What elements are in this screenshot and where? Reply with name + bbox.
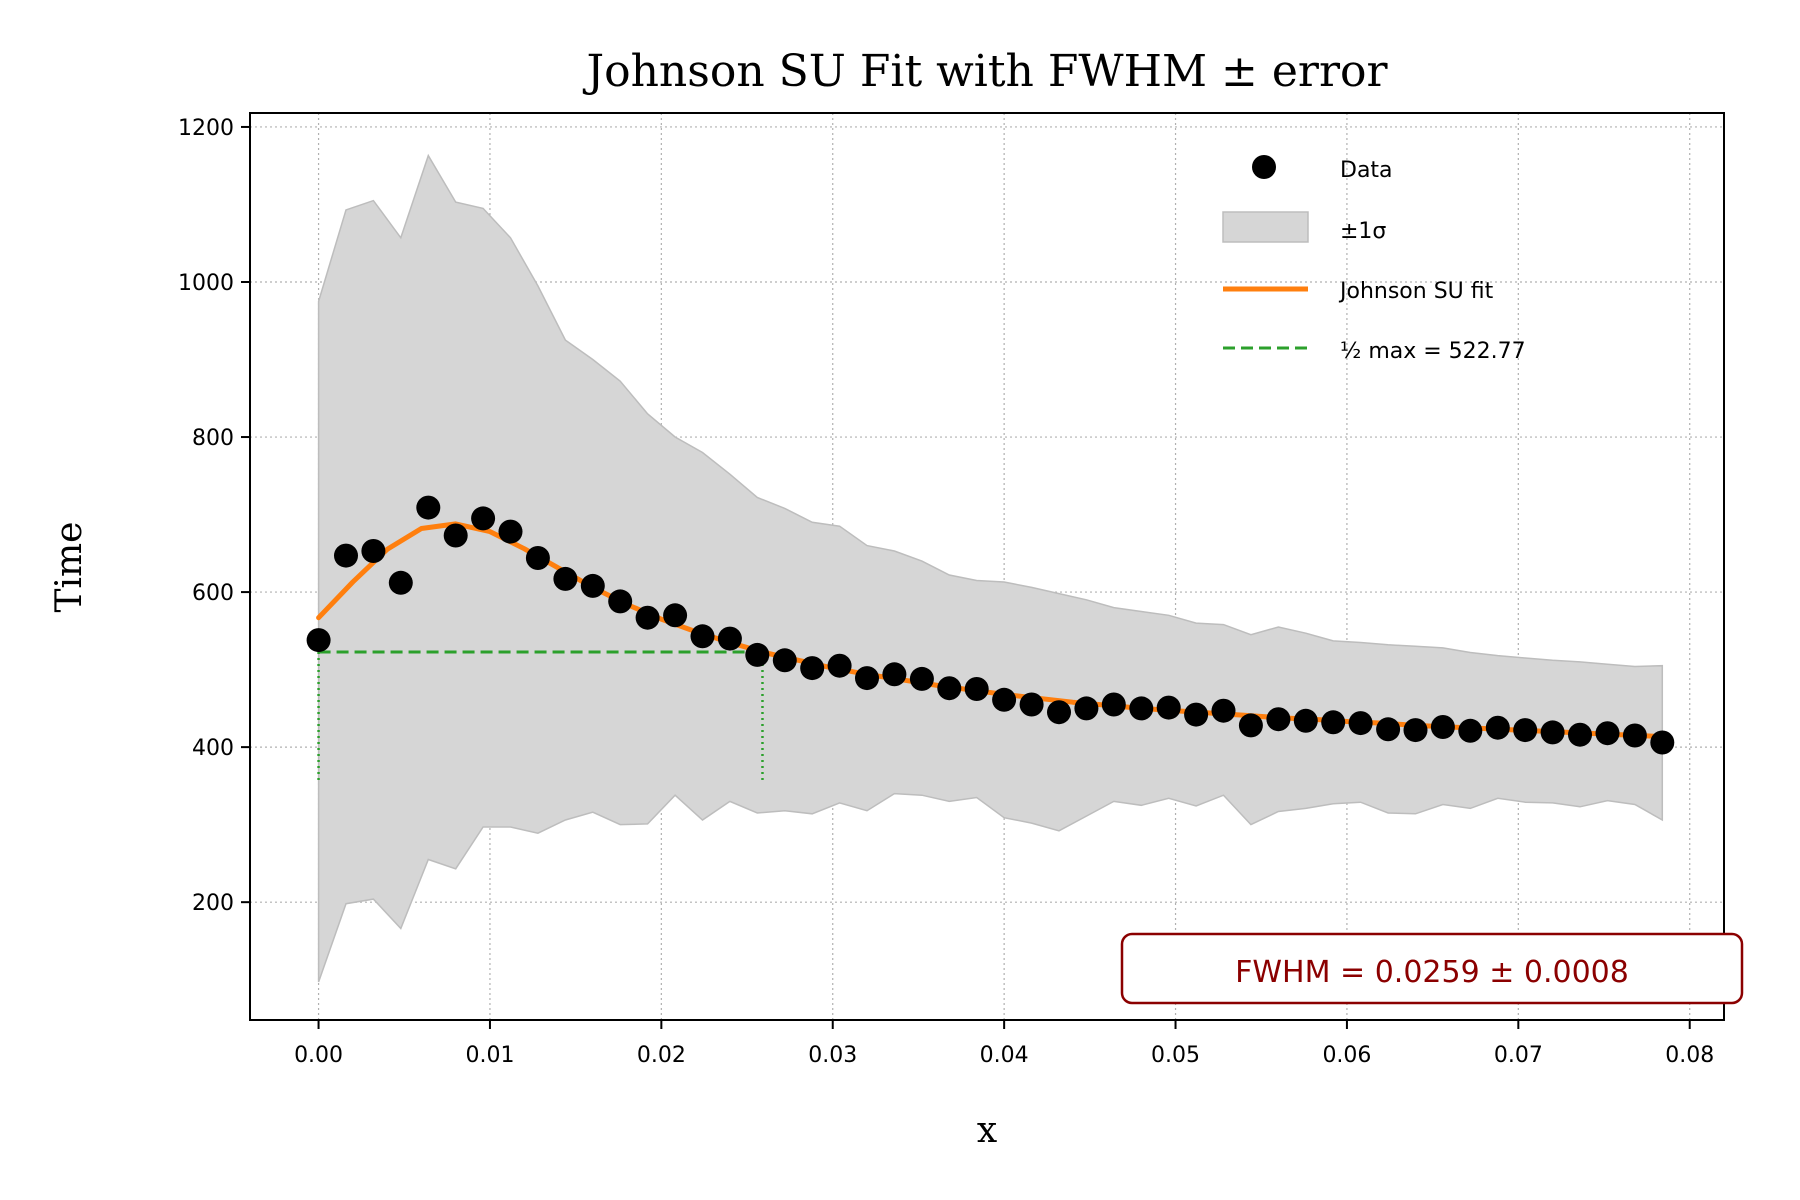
- data-point: [1458, 718, 1483, 743]
- y-tick-label: 1000: [178, 271, 234, 296]
- data-point: [1019, 692, 1044, 717]
- data-point: [992, 687, 1017, 712]
- data-point: [772, 648, 797, 673]
- data-point: [937, 676, 962, 701]
- x-tick-label: 0.02: [637, 1043, 686, 1068]
- data-point: [1568, 722, 1592, 747]
- y-tick-label: 600: [192, 581, 234, 606]
- y-tick-label: 200: [192, 891, 234, 916]
- data-point: [1047, 700, 1071, 725]
- fwhm-annotation-box: [1120, 932, 1744, 1005]
- data-point: [1513, 718, 1538, 743]
- data-point: [388, 570, 413, 595]
- data-point: [882, 662, 907, 687]
- x-tick-label: 0.07: [1494, 1043, 1543, 1068]
- data-point: [663, 603, 688, 628]
- data-point: [553, 566, 578, 591]
- x-tick-label: 0.06: [1322, 1043, 1371, 1068]
- data-point: [416, 495, 441, 520]
- x-tick-label: 0.04: [980, 1043, 1029, 1068]
- data-point: [1403, 718, 1428, 743]
- legend-data-label: Data: [1340, 158, 1393, 183]
- data-point: [361, 539, 386, 563]
- data-point: [1156, 695, 1181, 720]
- data-point: [1650, 730, 1675, 755]
- data-point: [1293, 708, 1318, 733]
- x-axis-label: x: [977, 1110, 997, 1151]
- x-tick-label: 0.01: [465, 1043, 514, 1068]
- data-point: [800, 656, 825, 681]
- y-axis-label: Time: [49, 522, 90, 613]
- data-point: [1430, 715, 1455, 739]
- data-point: [635, 605, 660, 630]
- legend-half-max-label: ½ max = 522.77: [1340, 339, 1526, 364]
- data-point: [608, 589, 633, 614]
- half-max-lines: [317, 650, 764, 783]
- data-point: [1184, 702, 1209, 727]
- data-point: [580, 573, 605, 598]
- data-point: [471, 506, 496, 531]
- fwhm-annotation: FWHM = 0.0259 ± 0.0008: [1120, 932, 1744, 1005]
- data-point: [1074, 696, 1099, 721]
- y-tick-label: 800: [192, 426, 234, 451]
- y-axis-ticks: 200 400 600 800 1000 1200: [178, 116, 250, 916]
- plot-frame: [249, 112, 1725, 1021]
- legend-data-marker: [1252, 155, 1276, 179]
- data-point: [690, 624, 715, 649]
- data-point: [1540, 720, 1565, 745]
- data-point: [1238, 713, 1263, 738]
- data-point: [827, 653, 852, 678]
- x-tick-label: 0.05: [1151, 1043, 1200, 1068]
- data-point: [1266, 707, 1291, 732]
- y-tick-label: 1200: [178, 116, 234, 141]
- data-point: [1485, 715, 1510, 740]
- chart-title: Johnson SU Fit with FWHM ± error: [582, 46, 1388, 97]
- data-point: [1595, 721, 1620, 746]
- data-point: [717, 626, 742, 651]
- legend-band-label: ±1σ: [1340, 219, 1386, 244]
- y-tick-label: 400: [192, 736, 234, 761]
- data-point: [964, 677, 989, 701]
- x-tick-label: 0.08: [1665, 1043, 1714, 1068]
- data-point: [1321, 710, 1346, 735]
- fwhm-annotation-text: FWHM = 0.0259 ± 0.0008: [1235, 955, 1629, 990]
- data-points: [306, 495, 1675, 755]
- legend: Data ±1σ Johnson SU fit ½ max = 522.77: [1222, 155, 1526, 364]
- data-point: [1376, 717, 1401, 742]
- x-tick-label: 0.03: [808, 1043, 857, 1068]
- data-point: [306, 628, 331, 653]
- data-point: [334, 543, 358, 568]
- data-point: [525, 546, 550, 570]
- data-point: [498, 519, 523, 544]
- data-point: [745, 642, 770, 667]
- data-point: [855, 666, 879, 691]
- sigma-band: [317, 153, 1664, 983]
- data-point: [909, 666, 934, 691]
- data-point: [1211, 698, 1236, 723]
- data-point: [1622, 723, 1647, 748]
- sigma-band-area: [317, 153, 1664, 983]
- x-tick-label: 0.00: [294, 1043, 343, 1068]
- data-point: [1348, 711, 1373, 736]
- legend-fit-label: Johnson SU fit: [1338, 279, 1494, 304]
- data-point: [1101, 692, 1126, 717]
- legend-band-swatch: [1222, 211, 1309, 243]
- data-point: [1129, 696, 1154, 721]
- data-point: [443, 523, 468, 548]
- x-axis-ticks: 0.00 0.01 0.02 0.03 0.04 0.05 0.06 0.07 0.08: [294, 1020, 1714, 1068]
